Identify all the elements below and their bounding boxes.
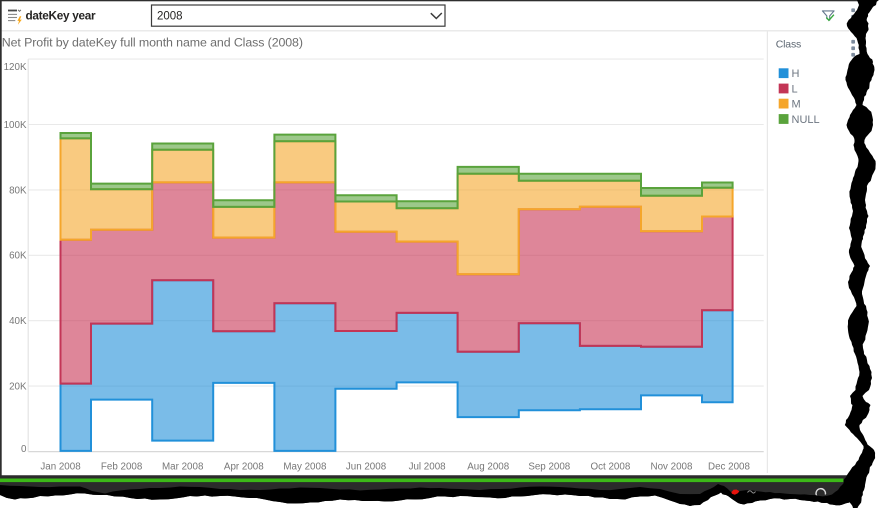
svg-text:40K: 40K [9,316,27,327]
svg-text:100K: 100K [4,120,27,131]
svg-text:Oct 2008: Oct 2008 [591,462,631,473]
svg-text:NULL: NULL [792,114,820,126]
svg-text:80K: 80K [9,185,27,196]
svg-text:Aug 2008: Aug 2008 [467,462,509,473]
svg-text:Class: Class [776,38,801,50]
svg-text:2008: 2008 [157,11,183,23]
svg-text:Jul 2008: Jul 2008 [409,462,447,473]
svg-text:Mar 2008: Mar 2008 [162,462,204,473]
svg-text:L: L [792,84,798,96]
svg-text:Jun 2008: Jun 2008 [346,462,387,473]
svg-text:Dec 2008: Dec 2008 [708,462,750,473]
svg-text:Jan 2008: Jan 2008 [40,462,81,473]
svg-text:May 2008: May 2008 [283,462,327,473]
svg-text:Feb 2008: Feb 2008 [101,462,143,473]
svg-text:120K: 120K [4,62,27,73]
svg-text:H: H [792,68,800,80]
svg-text:M: M [792,99,801,111]
svg-text:Sep 2008: Sep 2008 [528,462,570,473]
svg-text:Nov 2008: Nov 2008 [651,462,693,473]
svg-text:dateKey year: dateKey year [26,8,97,22]
svg-text:Net Profit by dateKey full mon: Net Profit by dateKey full month name an… [2,36,303,50]
svg-text:0: 0 [21,444,27,455]
svg-text:20K: 20K [9,382,27,393]
svg-text:60K: 60K [9,251,27,262]
svg-text:Apr 2008: Apr 2008 [224,462,264,473]
